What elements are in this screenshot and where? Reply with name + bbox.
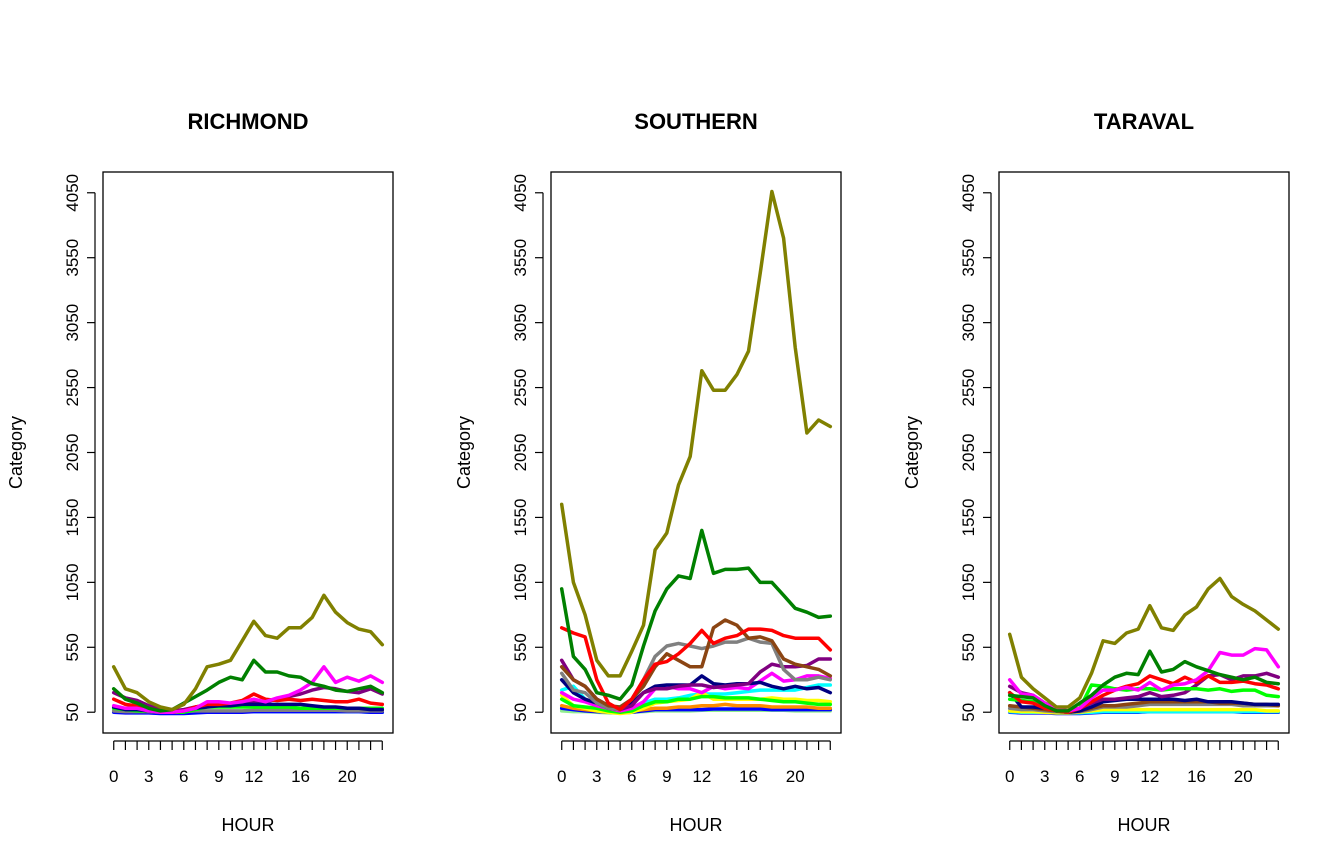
panel-richmond-title: RICHMOND — [188, 109, 309, 134]
panel-southern-x-tick-label: 16 — [739, 767, 758, 786]
panel-southern-title: SOUTHERN — [634, 109, 757, 134]
panel-southern-x-tick-label: 9 — [662, 767, 671, 786]
panel-southern-y-tick-label: 4050 — [511, 174, 530, 212]
panel-taraval-plot-frame — [998, 171, 1290, 734]
panel-taraval-x-tick-label: 16 — [1187, 767, 1206, 786]
panel-southern: SOUTHERN 50 550 1050 1550 2050 2550 3050 3550 405… — [454, 109, 842, 835]
panel-richmond-y-tick-label: 4050 — [63, 174, 82, 212]
panel-richmond-series-group — [111, 593, 385, 716]
panel-richmond-y-tick-label: 3050 — [63, 304, 82, 342]
panel-southern-x-tick-label: 6 — [627, 767, 636, 786]
panel-taraval-y-tick-label: 3550 — [959, 239, 978, 277]
panel-taraval-y-tick-label: 2550 — [959, 369, 978, 407]
panel-southern-y-tick-label: 2550 — [511, 369, 530, 407]
panel-southern-x-tick-label: 3 — [592, 767, 601, 786]
panel-taraval-y-tick-label: 50 — [959, 703, 978, 722]
panel-taraval-y-tick-label: 2050 — [959, 434, 978, 472]
panel-richmond-x-axis-label: HOUR — [222, 815, 275, 835]
panel-taraval-x-tick-label: 9 — [1110, 767, 1119, 786]
panel-taraval-y-tick-label: 1550 — [959, 499, 978, 537]
panel-taraval-series-group — [1007, 576, 1281, 716]
panel-southern-y-tick-label: 3550 — [511, 239, 530, 277]
panel-southern-y-tick-label: 550 — [511, 633, 530, 661]
panel-richmond: RICHMOND 50 550 1050 1550 2050 2550 3050 3550 405… — [6, 109, 394, 835]
panel-richmond-x-tick-label: 9 — [214, 767, 223, 786]
panel-southern-y-tick-label: 1550 — [511, 499, 530, 537]
panel-taraval-series-line — [1007, 649, 1281, 713]
panel-richmond-y-tick-label: 50 — [63, 703, 82, 722]
panel-richmond-x-tick-label: 16 — [291, 767, 310, 786]
panel-richmond-x-tick-label: 6 — [179, 767, 188, 786]
panel-richmond-y-tick-label: 1050 — [63, 563, 82, 601]
panel-taraval-y-tick-label: 3050 — [959, 304, 978, 342]
panel-southern-y-axis-label: Category — [454, 416, 474, 489]
panel-southern-series-line — [559, 626, 833, 712]
panel-richmond-x-tick-label: 12 — [244, 767, 263, 786]
panel-richmond-series-line — [111, 658, 385, 713]
panel-taraval-y-tick-label: 550 — [959, 633, 978, 661]
panel-southern-y-tick-label: 50 — [511, 703, 530, 722]
panel-southern-series-line — [559, 189, 833, 678]
panel-richmond-y-tick-label: 1550 — [63, 499, 82, 537]
panel-southern-series-line — [559, 528, 833, 701]
panel-taraval-x-tick-label: 0 — [1005, 767, 1014, 786]
panel-taraval-x-axis-label: HOUR — [1118, 815, 1171, 835]
panel-southern-x-tick-label: 0 — [557, 767, 566, 786]
panel-southern-y-tick-label: 1050 — [511, 563, 530, 601]
panel-richmond-y-tick-label: 3550 — [63, 239, 82, 277]
panel-taraval-y-tick-label: 4050 — [959, 174, 978, 212]
panel-southern-y-tick-label: 2050 — [511, 434, 530, 472]
panel-taraval-title: TARAVAL — [1094, 109, 1194, 134]
panel-southern-series-line — [559, 618, 833, 709]
panel-taraval: TARAVAL 50 550 1050 1550 2050 2550 3050 3550 4050… — [902, 109, 1290, 835]
panel-richmond-y-tick-label: 2550 — [63, 369, 82, 407]
panel-richmond-series-line — [111, 593, 385, 712]
panel-taraval-series-line — [1007, 576, 1281, 709]
panel-taraval-y-tick-label: 1050 — [959, 563, 978, 601]
panel-richmond-x-tick-label: 20 — [338, 767, 357, 786]
panel-southern-x-tick-label: 20 — [786, 767, 805, 786]
panel-richmond-y-tick-label: 550 — [63, 633, 82, 661]
panel-taraval-x-tick-label: 12 — [1140, 767, 1159, 786]
panel-southern-series-line — [559, 636, 833, 712]
panel-richmond-y-tick-label: 2050 — [63, 434, 82, 472]
panel-richmond-x-tick-label: 3 — [144, 767, 153, 786]
panel-taraval-x-tick-label: 6 — [1075, 767, 1084, 786]
panel-southern-series-group — [559, 189, 833, 716]
panel-southern-x-axis-label: HOUR — [670, 815, 723, 835]
panel-southern-series-line — [559, 694, 833, 714]
panel-richmond-x-tick-label: 0 — [109, 767, 118, 786]
panel-southern-plot-frame — [550, 171, 842, 734]
panel-taraval-y-axis-label: Category — [902, 416, 922, 489]
panel-taraval-x-tick-label: 20 — [1234, 767, 1253, 786]
panel-southern-x-tick-label: 12 — [692, 767, 711, 786]
panel-taraval-x-tick-label: 3 — [1040, 767, 1049, 786]
panel-richmond-plot-frame — [102, 171, 394, 734]
panel-richmond-y-axis-label: Category — [6, 416, 26, 489]
panel-southern-y-tick-label: 3050 — [511, 304, 530, 342]
